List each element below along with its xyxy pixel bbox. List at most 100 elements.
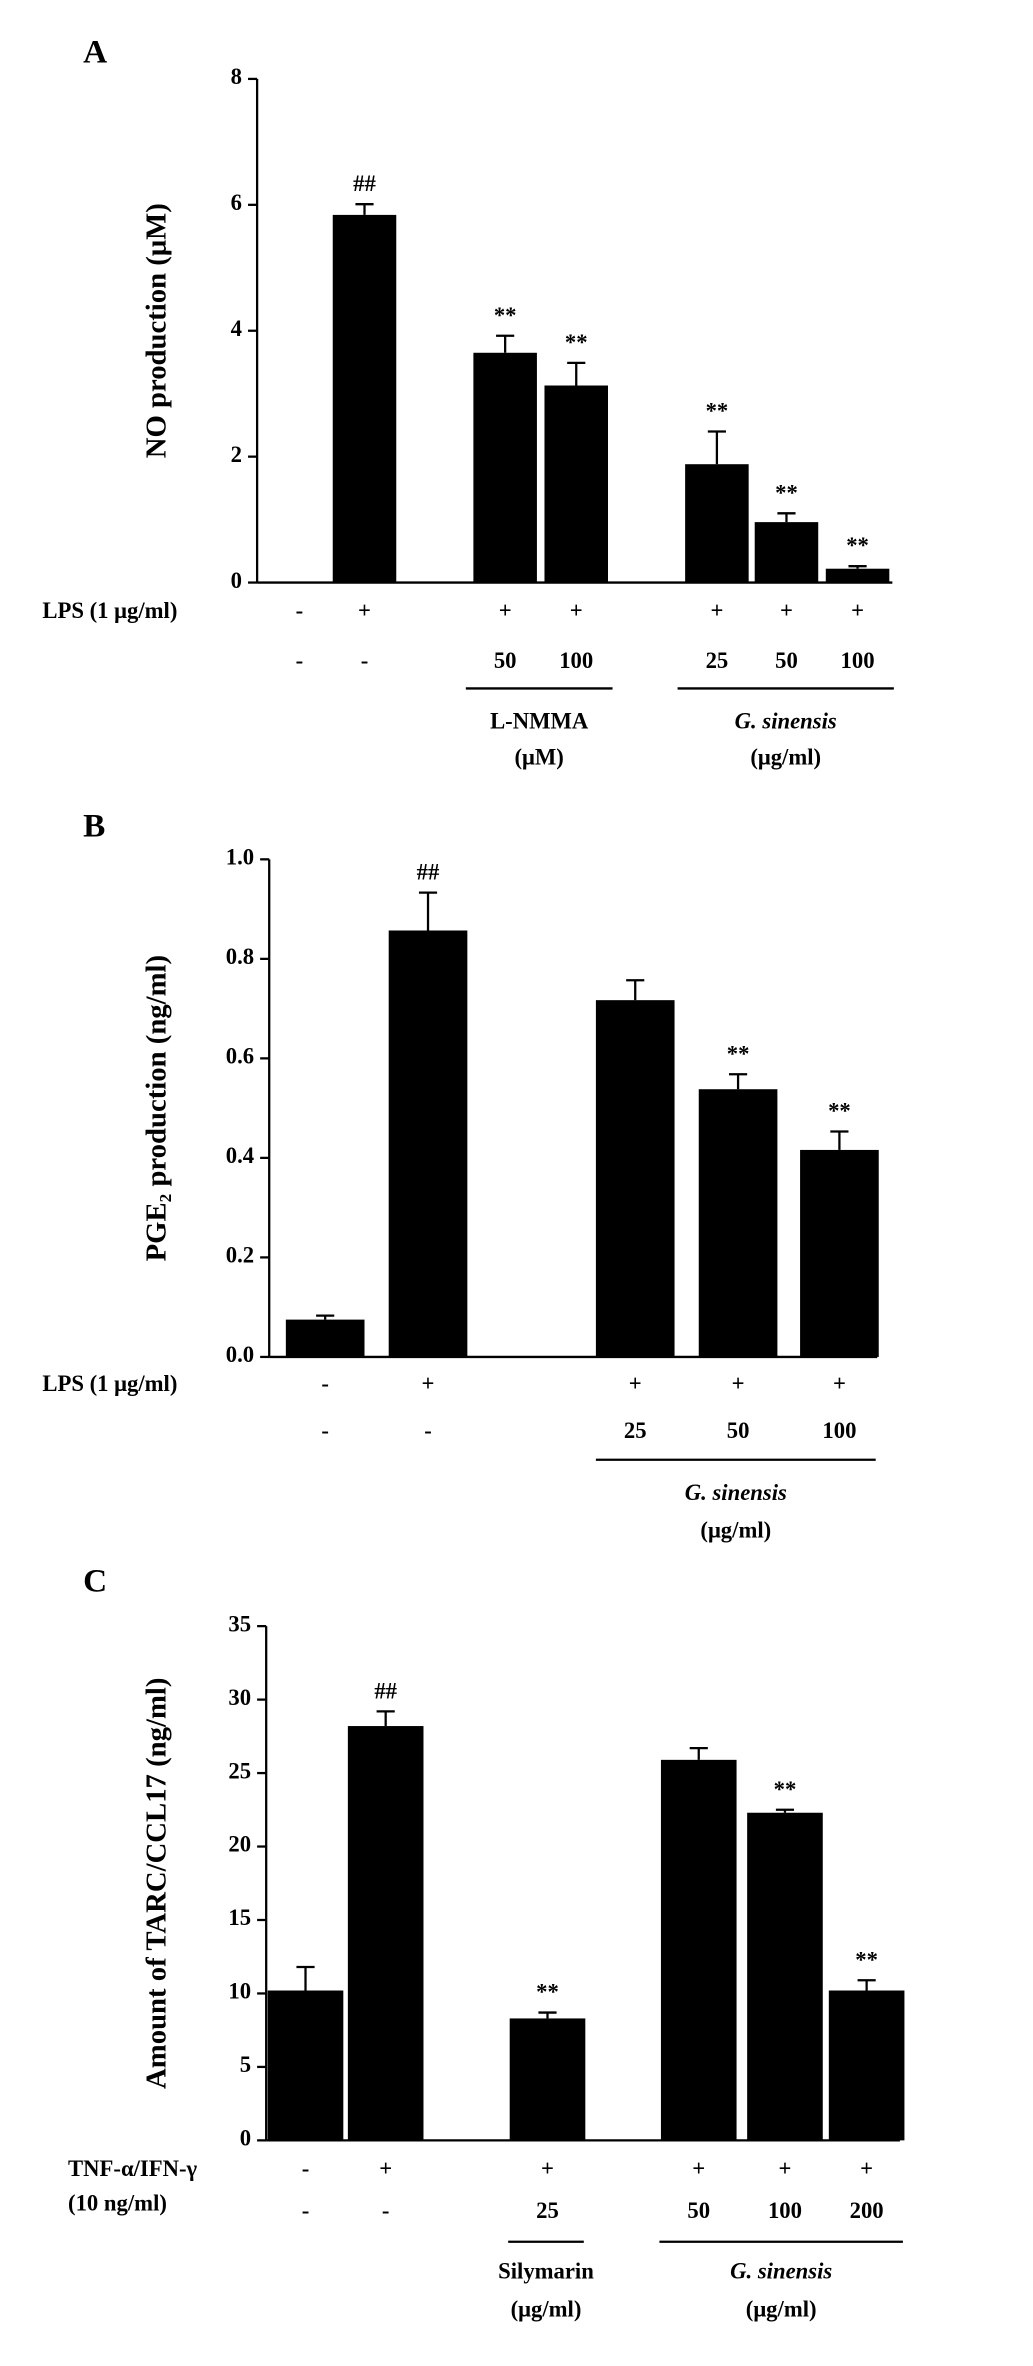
y-tick-label: 0.4 [226, 1143, 254, 1168]
treatment-value: + [780, 598, 793, 623]
y-tick-label: 0 [240, 2126, 251, 2151]
treatment-value: 50 [775, 648, 798, 673]
y-tick-label: 0.0 [226, 1342, 254, 1367]
bar [660, 1759, 737, 2141]
treatment-value: + [541, 2156, 554, 2181]
significance-label: ** [774, 1777, 797, 1802]
treatment-value: - [361, 648, 369, 673]
bar [509, 2018, 586, 2141]
group-unit: (μg/ml) [511, 2296, 582, 2321]
bar [473, 352, 537, 583]
y-tick-label: 6 [231, 190, 242, 215]
y-tick-label: 1.0 [226, 845, 254, 870]
bar [747, 1812, 823, 2141]
group-name: G. sinensis [735, 708, 837, 733]
treatment-value: 100 [768, 2198, 802, 2223]
group-unit: (μg/ml) [750, 745, 821, 770]
bar [800, 1149, 879, 1357]
treatment-value: 50 [727, 1418, 750, 1443]
treatment-value: - [321, 1371, 329, 1396]
bar [388, 930, 468, 1357]
significance-label: ** [828, 1099, 851, 1124]
group-unit: (μg/ml) [700, 1518, 771, 1543]
y-axis-title: PGE₂ production (ng/ml) [140, 955, 172, 1261]
treatment-value: + [778, 2156, 791, 2181]
y-tick-label: 15 [228, 1905, 251, 1930]
significance-label: ## [417, 860, 440, 885]
treatment-value: + [833, 1371, 846, 1396]
treatment-label: LPS (1 μg/ml) [42, 1371, 177, 1396]
treatment-value: - [302, 2156, 310, 2181]
significance-label: ## [374, 1678, 397, 1703]
treatment-value: 100 [841, 648, 875, 673]
bar [595, 1000, 675, 1357]
y-tick-label: 0.8 [226, 944, 254, 969]
group-name: G. sinensis [685, 1480, 787, 1505]
y-tick-label: 20 [228, 1832, 251, 1857]
treatment-value: + [499, 598, 512, 623]
group-unit: (μM) [515, 745, 564, 770]
bar [267, 1990, 344, 2141]
treatment-value: - [296, 598, 304, 623]
y-tick-label: 0.6 [226, 1044, 254, 1069]
significance-label: ** [494, 303, 517, 328]
y-tick-label: 30 [228, 1685, 251, 1710]
treatment-value: - [382, 2198, 390, 2223]
y-tick-label: 0 [231, 568, 242, 593]
y-axis-title: NO production (μM) [140, 203, 172, 458]
treatment-value: + [851, 598, 864, 623]
panel-label: B [83, 808, 105, 845]
treatment-value: 100 [559, 648, 593, 673]
treatment-value: + [379, 2156, 392, 2181]
significance-label: ** [706, 399, 729, 424]
significance-label: ## [353, 171, 376, 196]
treatment-value: + [358, 598, 371, 623]
treatment-value: - [296, 648, 304, 673]
bar [828, 1990, 905, 2141]
treatment-label: TNF-α/IFN-γ [68, 2156, 197, 2181]
y-tick-label: 5 [240, 2052, 251, 2077]
panel-label: A [83, 33, 107, 70]
treatment-value: 25 [706, 648, 729, 673]
treatment-value: + [860, 2156, 873, 2181]
treatment-value: 25 [536, 2198, 559, 2223]
bar [698, 1089, 778, 1357]
treatment-label: LPS (1 μg/ml) [42, 598, 177, 623]
significance-label: ** [727, 1041, 750, 1066]
panel-label: C [83, 1562, 107, 1599]
treatment-value: 50 [687, 2198, 710, 2223]
treatment-value: 25 [624, 1418, 647, 1443]
treatment-value: 100 [822, 1418, 856, 1443]
bar [285, 1319, 365, 1357]
y-tick-label: 35 [228, 1611, 251, 1636]
treatment-label: (10 ng/ml) [68, 2191, 167, 2216]
y-axis-title: Amount of TARC/CCL17 (ng/ml) [140, 1678, 172, 2089]
group-name: Silymarin [498, 2259, 594, 2284]
treatment-value: + [629, 1371, 642, 1396]
significance-label: ** [565, 330, 588, 355]
y-tick-label: 10 [228, 1979, 251, 2004]
significance-label: ** [775, 480, 798, 505]
treatment-value: - [302, 2198, 310, 2223]
significance-label: ** [536, 1980, 559, 2005]
treatment-value: - [321, 1418, 329, 1443]
treatment-value: + [422, 1371, 435, 1396]
treatment-value: - [424, 1418, 432, 1443]
significance-label: ** [855, 1947, 878, 1972]
y-tick-label: 4 [231, 316, 242, 341]
bar [544, 385, 609, 583]
y-tick-label: 0.2 [226, 1243, 254, 1268]
bar [347, 1726, 424, 2141]
treatment-value: 50 [494, 648, 517, 673]
treatment-value: 200 [850, 2198, 884, 2223]
treatment-value: + [570, 598, 583, 623]
bar [685, 464, 749, 583]
bar [332, 214, 397, 583]
treatment-value: + [732, 1371, 745, 1396]
y-tick-label: 25 [228, 1758, 251, 1783]
bar [754, 522, 819, 583]
y-tick-label: 2 [231, 442, 242, 467]
significance-label: ** [846, 533, 869, 558]
